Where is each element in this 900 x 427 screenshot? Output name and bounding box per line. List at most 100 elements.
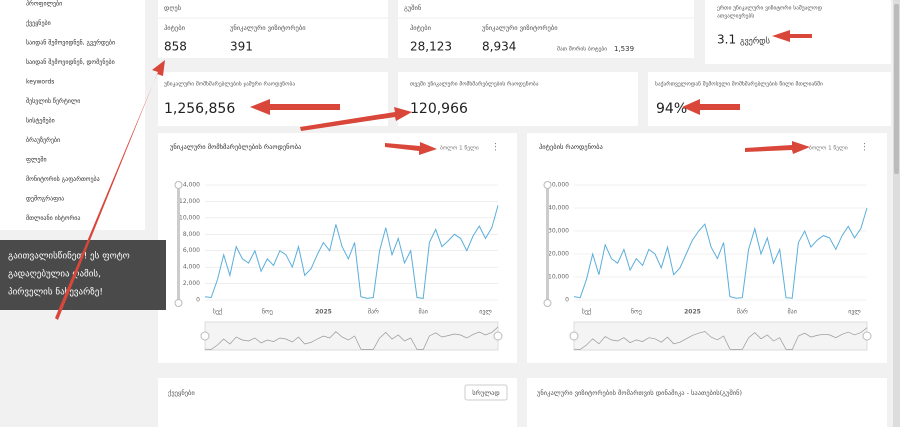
card-title: უნიკალური ვიზიტორების მომართვის დინამიკა… [537, 388, 742, 397]
y-tick-label: 0 [565, 297, 569, 304]
menu-item[interactable]: სისტემები [26, 118, 55, 125]
x-tick-label: 2025 [684, 309, 701, 316]
arrow [772, 30, 812, 42]
value: 1,256,856 [164, 101, 235, 117]
y-tick-label: 30,000 [548, 228, 569, 235]
navigator-handle[interactable] [200, 331, 210, 341]
zoom-slider [546, 185, 549, 300]
navigator-handle[interactable] [493, 331, 503, 341]
navigator-line [204, 326, 499, 350]
label: ჰიტები [164, 24, 186, 32]
y-tick-label: 10,000 [179, 214, 200, 221]
card-title: ერთი უნიკალური ვიზიტორი საშუალოდ [717, 5, 823, 12]
menu-item[interactable]: პროფილები [26, 1, 62, 8]
label: უნიკალური ვიზიტორები [482, 23, 558, 32]
card-title: უნიკალური მომხმარებლების ჯამური რაოდენობ… [164, 81, 295, 88]
annotation-arrows [55, 30, 812, 320]
value: 391 [230, 40, 253, 54]
navigator [204, 321, 499, 351]
line [573, 207, 868, 299]
arrow [300, 107, 412, 131]
label: მათ შორის ბოტები [557, 46, 607, 53]
x-tick-label: მარ [368, 309, 379, 316]
card-title: გუშინ [404, 4, 422, 12]
menu-item[interactable]: ქვეყნები [26, 20, 51, 27]
sidebar-menu: პროფილები ქვეყნები საიდან შემოვიდნენ, გვერ… [26, 1, 115, 223]
chart-title: ჰიტების რაოდენობა [539, 142, 603, 151]
x-tick-label: ნოე [262, 309, 273, 316]
x-tick-label: სექ [582, 309, 591, 316]
menu-dots: ⋮ [491, 143, 500, 153]
value: 3.1 [717, 33, 736, 47]
scrollbar-thumb[interactable] [894, 4, 899, 174]
menu-item[interactable]: შესვლის წერტილი [26, 98, 80, 105]
y-tick-label: 50,000 [548, 182, 569, 189]
card-monthly [398, 72, 638, 126]
slider-handle [174, 181, 183, 189]
full-button[interactable] [464, 384, 508, 401]
arrow [250, 99, 340, 115]
arrow [385, 142, 437, 155]
navigator [573, 321, 868, 351]
period-select[interactable]: ბოლო 1 წელი [809, 145, 848, 152]
line [204, 205, 499, 299]
value: 8,934 [482, 40, 516, 54]
notice-text: პირველის ნახევარზე! [8, 287, 103, 298]
menu-item[interactable]: ბრაუზერები [26, 137, 60, 144]
menu-item[interactable]: keywords [26, 79, 54, 86]
arrow [682, 99, 740, 115]
slider-handle [174, 299, 183, 307]
label: ჰიტები [410, 24, 432, 32]
menu-item[interactable]: მონიტორის გაფართოება [26, 176, 100, 183]
arrow [55, 60, 165, 320]
value: 28,123 [410, 40, 452, 54]
y-tick-label: 40,000 [548, 205, 569, 212]
y-tick-label: 10,000 [548, 274, 569, 281]
value: 858 [164, 40, 187, 54]
card-title: თვეში უნიკალური მომხმარებლების რაოდენობა [410, 81, 539, 88]
value: 120,966 [410, 101, 468, 117]
menu-item[interactable]: მთლიანი ისტორია [26, 215, 80, 222]
period-select[interactable]: ბოლო 1 წელი [440, 145, 479, 152]
x-tick-label: ივლ [479, 309, 492, 316]
y-tick-label: 2,000 [183, 280, 200, 287]
y-tick-label: 0 [196, 297, 200, 304]
y-tick-label: 20,000 [548, 251, 569, 258]
card-title: დღეს [164, 4, 182, 12]
card-countries [158, 378, 517, 427]
card-today [158, 0, 388, 58]
y-tick-label: 14,000 [179, 182, 200, 189]
value: 1,539 [614, 45, 634, 53]
card-yesterday [398, 0, 694, 58]
button-label[interactable]: სრულად [472, 388, 500, 397]
card-title: ათვალიერებს [717, 13, 754, 20]
menu-item[interactable]: დემოგრაფია [26, 196, 64, 203]
x-tick-label: ნოე [631, 309, 642, 316]
x-tick-label: მარ [737, 309, 748, 316]
menu-item[interactable]: საიდან შემოვიდნენ, დომენები [26, 59, 115, 66]
navigator-handle[interactable] [862, 331, 872, 341]
navigator-handle[interactable] [569, 331, 579, 341]
scrollbar[interactable] [893, 0, 900, 427]
x-tick-label: მაი [419, 309, 428, 316]
charts: უნიკალური მომხმარებლების რაოდენობა ბოლო 1… [170, 142, 872, 351]
x-tick-label: 2025 [315, 309, 332, 316]
navigator-line [573, 327, 868, 350]
card-total [158, 72, 388, 126]
value: 94% [656, 101, 687, 117]
menu-item[interactable]: ფლეში [26, 157, 47, 164]
y-tick-label: 12,000 [179, 198, 200, 205]
card-georgia [648, 72, 891, 126]
chart-title: უნიკალური მომხმარებლების რაოდენობა [170, 142, 301, 151]
menu-item[interactable]: საიდან შემოვიდნენ, გვერდები [26, 40, 115, 47]
card-dynamics [527, 378, 887, 427]
card-title: ქვეყნები [168, 389, 195, 397]
x-tick-label: სექ [213, 309, 222, 316]
zoom-slider [177, 185, 180, 300]
y-tick-label: 6,000 [183, 247, 200, 254]
y-tick-label: 8,000 [183, 231, 200, 238]
label: უნიკალური ვიზიტორები [230, 23, 306, 32]
card-title: საქართველოდან შემოსული მომხმარებლების წი… [655, 81, 823, 88]
y-tick-label: 4,000 [183, 264, 200, 271]
